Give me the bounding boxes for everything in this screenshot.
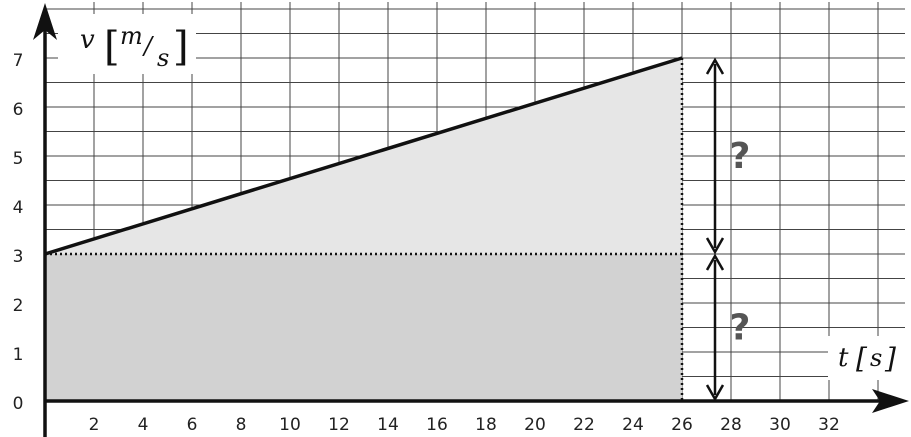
y-tick-label: 6 <box>13 100 24 120</box>
y-axis-label: v <box>80 25 95 55</box>
annotation-arrow-head-down <box>705 384 725 402</box>
y-axis-arrowhead <box>33 3 57 40</box>
x-axis-label: t <box>838 343 849 373</box>
x-tick-label: 32 <box>818 415 840 435</box>
x-tick-label: 18 <box>475 415 497 435</box>
x-tick-labels: 2 4 6 8 10 12 14 16 18 20 22 24 26 28 30 32 <box>89 415 840 435</box>
y-unit-slash: / <box>142 32 155 60</box>
x-unit-left-bracket: [ <box>856 342 868 375</box>
x-tick-label: 22 <box>573 415 595 435</box>
x-tick-label: 14 <box>377 415 399 435</box>
x-tick-label: 26 <box>671 415 693 435</box>
annotations: ?? <box>705 57 751 402</box>
x-unit: s <box>870 344 882 372</box>
y-unit-numerator: m <box>120 22 143 50</box>
question-mark: ? <box>730 308 751 349</box>
y-unit-denominator: s <box>157 44 169 72</box>
x-tick-label: 4 <box>138 415 149 435</box>
x-tick-label: 8 <box>236 415 247 435</box>
x-label-background <box>828 336 908 380</box>
question-mark: ? <box>730 136 751 177</box>
annotation-arrow-head-down <box>705 237 725 255</box>
x-tick-label: 12 <box>328 415 350 435</box>
y-tick-label: 7 <box>13 51 24 71</box>
velocity-line <box>44 56 683 256</box>
annotation-arrow-head-up <box>705 253 725 271</box>
x-tick-label: 28 <box>720 415 742 435</box>
x-tick-label: 24 <box>622 415 644 435</box>
x-unit-right-bracket: ] <box>884 342 896 375</box>
lower-rectangle-area <box>45 254 682 401</box>
x-tick-label: 6 <box>187 415 198 435</box>
y-tick-labels: 0 1 2 3 4 5 6 7 <box>13 51 24 414</box>
annotation-arrow-head-up <box>705 57 725 75</box>
x-tick-label: 20 <box>524 415 546 435</box>
y-tick-label: 3 <box>13 247 24 267</box>
y-tick-label: 2 <box>13 296 24 316</box>
x-tick-label: 10 <box>279 415 301 435</box>
y-unit-left-bracket: [ <box>104 24 120 70</box>
x-axis-arrowhead <box>872 389 909 413</box>
y-tick-label: 4 <box>13 198 24 218</box>
y-tick-label: 1 <box>13 345 24 365</box>
y-unit-right-bracket: ] <box>173 24 189 70</box>
y-tick-label: 5 <box>13 149 24 169</box>
y-label-background <box>58 14 196 74</box>
x-tick-label: 16 <box>426 415 448 435</box>
x-tick-label: 2 <box>89 415 100 435</box>
y-tick-label: 0 <box>13 394 24 414</box>
x-tick-label: 30 <box>769 415 791 435</box>
